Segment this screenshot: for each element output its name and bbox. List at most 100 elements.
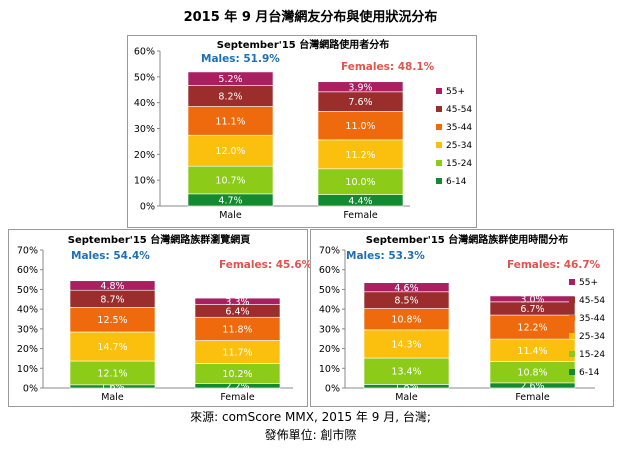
data-label: 6.4% [225, 306, 249, 317]
x-tick-label: Male [395, 392, 418, 403]
y-tick-label: 0% [325, 384, 340, 395]
data-label: 11.2% [345, 150, 375, 161]
bar-segment-35-44 [489, 314, 576, 340]
y-tick-label: 70% [17, 246, 38, 257]
legend-label: 35-44 [579, 314, 605, 324]
data-label: 4.7% [218, 195, 242, 206]
legend-swatch-55+ [569, 279, 575, 285]
y-tick-label: 50% [134, 72, 155, 83]
data-label: 4.6% [394, 283, 418, 294]
data-label: 10.8% [517, 368, 547, 379]
y-tick-label: 30% [319, 324, 340, 335]
data-label: 14.3% [391, 339, 421, 350]
y-tick-label: 0% [23, 384, 38, 395]
x-tick-label: Male [101, 392, 124, 403]
y-tick-label: 50% [319, 285, 340, 296]
chart-pageviews: September'15 台灣網路族群瀏覽網頁 0% 10% 20% 30% 40% 50%… [17, 233, 313, 403]
legend-label: 55+ [446, 87, 465, 97]
legend-label: 6-14 [579, 368, 600, 378]
total-label: Females: 45.6% [219, 259, 313, 271]
legend-label: 35-44 [446, 123, 472, 133]
data-label: 10.8% [391, 315, 421, 326]
y-tick-label: 10% [134, 176, 155, 187]
chart-panel-pageviews: September'15 台灣網路族群瀏覽網頁 0% 10% 20% 30% 40% 50%… [8, 229, 313, 407]
data-label: 12.5% [97, 315, 127, 326]
y-tick-label: 70% [319, 246, 340, 257]
legend-swatch-25-34 [569, 333, 575, 339]
y-tick-label: 40% [134, 98, 155, 109]
bar-segment-15-24 [187, 165, 274, 195]
bar-segment-25-34 [363, 329, 450, 359]
total-label: Males: 51.9% [201, 53, 280, 65]
legend-swatch-6-14 [436, 178, 442, 184]
data-label: 4.8% [100, 281, 124, 292]
y-tick-label: 20% [134, 150, 155, 161]
y-tick-label: 60% [17, 265, 38, 276]
data-label: 2.6% [520, 381, 544, 392]
legend-swatch-25-34 [436, 142, 442, 148]
chart-title: September'15 台灣網路族群使用時間分布 [366, 233, 568, 246]
data-label: 6.7% [520, 304, 544, 315]
x-tick-label: Male [219, 210, 242, 221]
bar-segment-15-24 [363, 357, 450, 385]
legend-label: 45-54 [446, 105, 472, 115]
publisher-note: 發佈單位: 創市際 [264, 428, 357, 442]
data-label: 14.7% [97, 342, 127, 353]
x-tick-label: Female [220, 392, 255, 403]
y-tick-label: 30% [134, 124, 155, 135]
total-label: Males: 54.4% [71, 250, 150, 262]
bar-segment-55+ [363, 282, 450, 293]
page-title: 2015 年 9 月台灣網友分布與使用狀況分布 [183, 10, 438, 25]
data-label: 12.1% [97, 368, 127, 379]
total-label: Males: 53.3% [346, 250, 425, 262]
data-label: 12.2% [517, 323, 547, 334]
data-label: 5.2% [218, 74, 242, 85]
legend-swatch-15-24 [569, 351, 575, 357]
bar-segment-55+ [194, 297, 281, 305]
bar-segment-35-44 [317, 111, 404, 141]
chart-title: September'15 台灣網路使用者分布 [217, 38, 389, 51]
data-label: 11.1% [215, 116, 245, 127]
data-label: 11.8% [222, 324, 252, 335]
y-tick-label: 30% [17, 324, 38, 335]
data-label: 13.4% [391, 367, 421, 378]
legend-swatch-45-54 [436, 106, 442, 112]
data-label: 2.2% [225, 381, 249, 392]
legend-label: 15-24 [579, 350, 605, 360]
data-label: 8.5% [394, 296, 418, 307]
legend-swatch-35-44 [569, 315, 575, 321]
legend-label: 6-14 [446, 177, 467, 187]
legend-label: 45-54 [579, 296, 605, 306]
data-label: 11.7% [222, 348, 252, 359]
chart-panel-users: September'15 台灣網路使用者分布 0% 10% 20% 30% 40% 50% 6… [127, 35, 477, 228]
data-label: 3.9% [348, 82, 372, 93]
data-label: 7.6% [348, 97, 372, 108]
bar-segment-55+ [317, 81, 404, 93]
bar-segment-55+ [69, 280, 156, 291]
total-label: Females: 46.7% [507, 259, 601, 271]
chart-time-spent: September'15 台灣網路族群使用時間分布 0% 10% 20% 30% 40% 5… [319, 233, 606, 403]
legend-swatch-45-54 [569, 297, 575, 303]
legend-swatch-15-24 [436, 160, 442, 166]
y-tick-label: 40% [319, 305, 340, 316]
y-tick-label: 20% [319, 344, 340, 355]
legend-label: 55+ [579, 278, 598, 288]
y-tick-label: 10% [17, 364, 38, 375]
data-label: 10.7% [215, 176, 245, 187]
source-note: 來源: comScore MMX, 2015 年 9 月, 台灣; [190, 410, 431, 424]
data-label: 10.2% [222, 369, 252, 380]
legend-label: 25-34 [579, 332, 605, 342]
legend-label: 15-24 [446, 159, 472, 169]
data-label: 11.4% [517, 346, 547, 357]
y-tick-label: 60% [134, 47, 155, 58]
data-label: 3.0% [520, 294, 544, 305]
legend-label: 25-34 [446, 141, 472, 151]
data-label: 1.8% [394, 382, 418, 393]
footer: 來源: comScore MMX, 2015 年 9 月, 台灣; 發佈單位: … [0, 408, 621, 444]
data-label: 12.0% [215, 146, 245, 157]
data-label: 3.3% [225, 297, 249, 308]
total-label: Females: 48.1% [341, 61, 435, 73]
legend-swatch-35-44 [436, 124, 442, 130]
legend-swatch-6-14 [569, 369, 575, 375]
bar-segment-35-44 [69, 307, 156, 333]
